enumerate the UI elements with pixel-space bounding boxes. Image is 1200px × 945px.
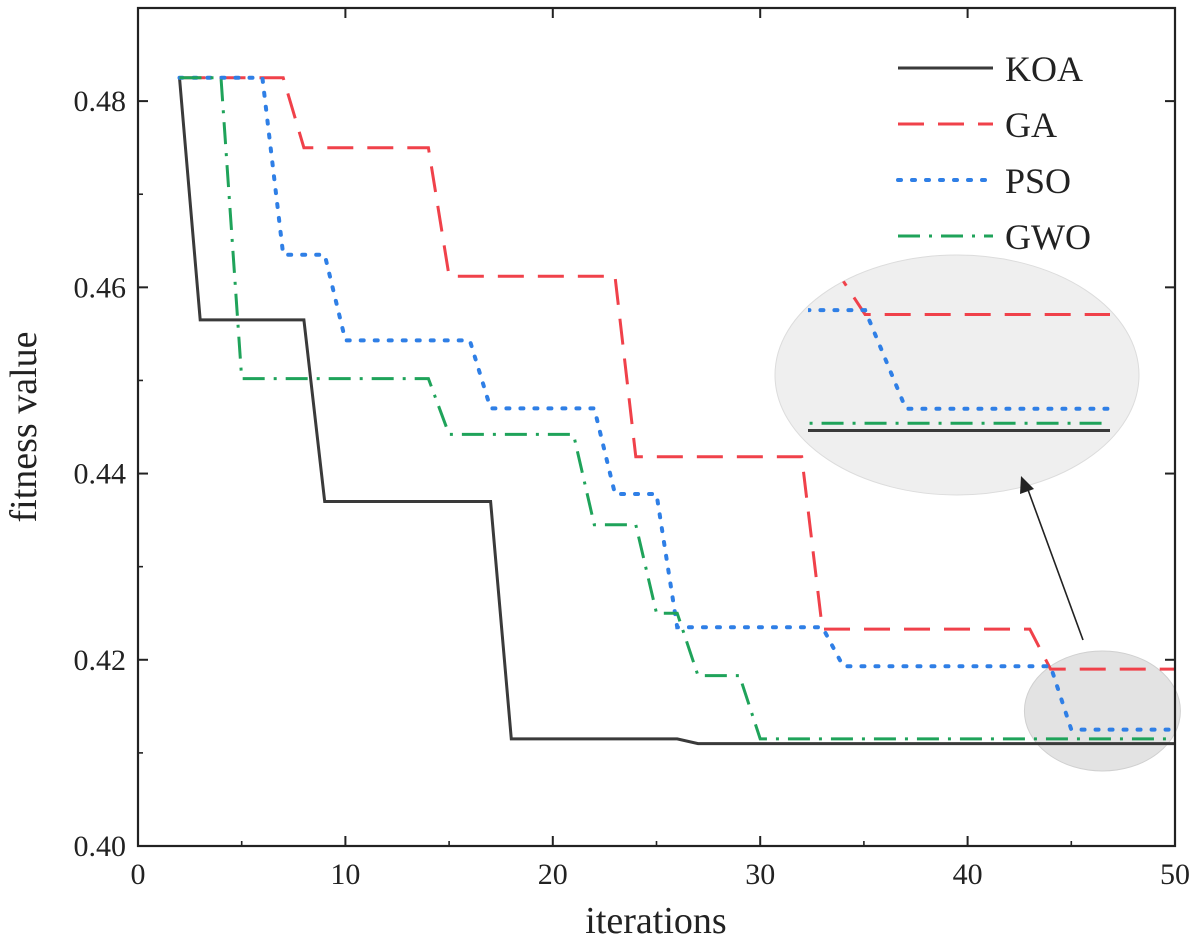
x-axis-title: iterations: [585, 900, 726, 942]
x-tick-label: 0: [131, 858, 146, 891]
legend-label: KOA: [1005, 49, 1083, 89]
series-gwo-line: [179, 76, 1175, 741]
x-tick-label: 40: [953, 858, 983, 891]
legend-label: GA: [1005, 105, 1057, 145]
legend-item-gwo: GWO: [898, 217, 1091, 257]
series-ga-line: [179, 76, 1175, 671]
legend-label: PSO: [1005, 161, 1071, 201]
series-koa-line: [178, 77, 1175, 746]
inset-magnifier: [774, 254, 1140, 496]
legend-label: GWO: [1005, 217, 1091, 257]
series-pso-line: [177, 75, 1175, 732]
y-tick-label: 0.42: [74, 644, 127, 677]
zoom-region: [1023, 650, 1181, 772]
y-tick-label: 0.46: [74, 271, 127, 304]
x-tick-label: 20: [538, 858, 568, 891]
zoom-arrow-head: [1020, 476, 1034, 494]
legend-item-koa: KOA: [898, 49, 1083, 89]
x-tick-label: 30: [745, 858, 775, 891]
y-tick-label: 0.48: [74, 85, 127, 118]
y-axis-title: fitness value: [3, 331, 45, 522]
legend-item-pso: PSO: [896, 161, 1071, 201]
y-tick-label: 0.44: [74, 458, 127, 491]
legend-item-ga: GA: [898, 105, 1057, 145]
y-tick-label: 0.40: [74, 830, 127, 863]
zoom-arrow-line: [1026, 486, 1084, 641]
x-tick-label: 10: [330, 858, 360, 891]
x-tick-label: 50: [1160, 858, 1190, 891]
